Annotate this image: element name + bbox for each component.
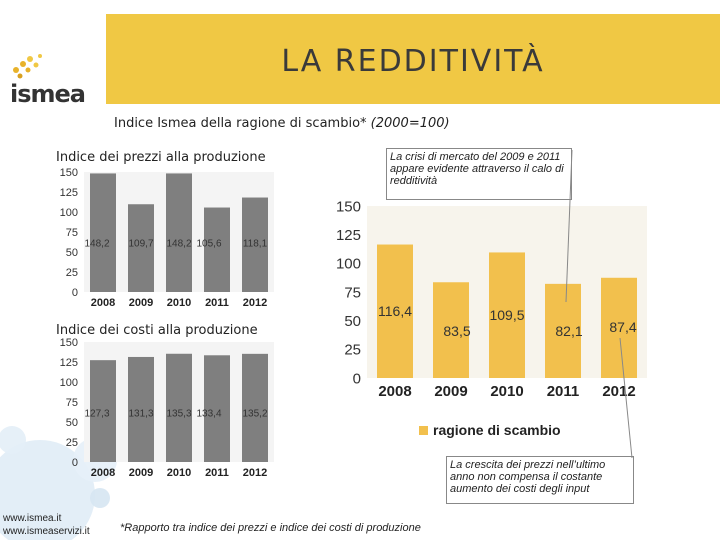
data-label: 127,3 [84, 408, 109, 419]
y-tick-label: 125 [336, 227, 361, 244]
y-tick-label: 50 [66, 247, 78, 259]
y-tick-label: 75 [66, 397, 78, 409]
chart-subtitle: Indice Ismea della ragione di scambio* (… [114, 116, 450, 131]
y-tick-label: 100 [336, 256, 361, 273]
footnote: *Rapporto tra indice dei prezzi e indice… [120, 522, 421, 534]
y-tick-label: 25 [66, 437, 78, 449]
costs-chart-title: Indice dei costi alla produzione [56, 323, 258, 338]
x-tick-label: 2008 [91, 467, 115, 479]
title-bar: LA REDDITIVITÀ [106, 14, 720, 104]
data-label: 83,5 [443, 323, 470, 339]
y-tick-label: 25 [344, 342, 361, 359]
data-label: 109,5 [489, 307, 524, 323]
y-tick-label: 100 [60, 377, 78, 389]
y-tick-label: 150 [60, 337, 78, 349]
y-tick-label: 75 [66, 227, 78, 239]
bar [242, 353, 268, 462]
x-tick-label: 2010 [167, 297, 191, 309]
y-tick-label: 0 [72, 457, 78, 469]
y-tick-label: 50 [66, 417, 78, 429]
data-label: 148,2 [84, 238, 109, 249]
bar [489, 252, 525, 378]
data-label: 109,7 [128, 238, 153, 249]
data-label: 87,4 [609, 319, 636, 335]
y-tick-label: 125 [60, 187, 78, 199]
y-tick-label: 75 [344, 284, 361, 301]
x-tick-label: 2011 [547, 383, 580, 400]
y-tick-label: 0 [72, 287, 78, 299]
ratio-chart: 0 25 50 75 100 125 150 116,4 2008 83,5 2009 109,5 20… [336, 198, 647, 438]
logo-text: ismea [10, 80, 86, 108]
x-tick-label: 2012 [602, 383, 635, 400]
x-tick-label: 2011 [205, 297, 229, 309]
bar [433, 282, 469, 378]
y-tick-label: 100 [60, 207, 78, 219]
bar [545, 283, 581, 378]
bar [166, 353, 192, 462]
data-label: 135,2 [242, 408, 267, 419]
data-label: 148,2 [166, 238, 191, 249]
y-tick-label: 150 [336, 198, 361, 215]
url-ismeaservizi[interactable]: www.ismeaservizi.it [3, 526, 90, 537]
x-tick-label: 2009 [129, 297, 153, 309]
bottom-note-text: La crescita dei prezzi nell’ultimo anno … [450, 459, 606, 495]
x-tick-label: 2008 [91, 297, 115, 309]
logo-mark-icon [13, 54, 42, 79]
x-tick-label: 2009 [129, 467, 153, 479]
bar [128, 204, 154, 292]
x-tick-label: 2008 [378, 383, 411, 400]
prices-chart: 0 25 50 75 100 125 150 148,2 2008 109,7 2009 148,2 2… [60, 167, 274, 309]
y-tick-label: 125 [60, 357, 78, 369]
x-tick-label: 2011 [205, 467, 229, 479]
bar [377, 244, 413, 378]
y-tick-label: 25 [66, 267, 78, 279]
legend-label: ragione di scambio [433, 422, 561, 438]
data-label: 116,4 [378, 303, 412, 319]
url-ismea[interactable]: www.ismea.it [3, 513, 62, 524]
subtitle-base: (2000=100) [370, 116, 450, 131]
bar [601, 277, 637, 378]
data-label: 133,4 [196, 408, 221, 419]
bar [90, 173, 116, 292]
subtitle-main: Indice Ismea della ragione di scambio* [114, 116, 367, 131]
prices-chart-title: Indice dei prezzi alla produzione [56, 150, 266, 165]
data-label: 118,1 [243, 238, 268, 249]
bar [166, 173, 192, 292]
y-tick-label: 0 [353, 370, 361, 387]
x-tick-label: 2010 [167, 467, 191, 479]
x-tick-label: 2010 [490, 383, 523, 400]
ismea-logo: ismea [4, 52, 104, 112]
bar [204, 207, 230, 292]
x-tick-label: 2012 [243, 297, 267, 309]
bar [204, 355, 230, 462]
bar [128, 356, 154, 462]
legend-swatch [419, 426, 428, 435]
top-note-text: La crisi di mercato del 2009 e 2011 appa… [390, 151, 564, 187]
data-label: 135,3 [166, 408, 191, 419]
data-label: 131,3 [128, 408, 153, 419]
top-note-box: La crisi di mercato del 2009 e 2011 appa… [386, 148, 572, 200]
y-tick-label: 150 [60, 167, 78, 179]
bar [242, 197, 268, 292]
bottom-note-box: La crescita dei prezzi nell’ultimo anno … [446, 456, 634, 504]
data-label: 105,6 [196, 238, 221, 249]
y-tick-label: 50 [344, 313, 361, 330]
costs-chart: 0 25 50 75 100 125 150 127,3 2008 131,3 2009 135,3 2… [60, 337, 274, 479]
x-tick-label: 2012 [243, 467, 267, 479]
x-tick-label: 2009 [434, 383, 467, 400]
data-label: 82,1 [555, 323, 582, 339]
page-title: LA REDDITIVITÀ [281, 44, 545, 79]
website-links: www.ismea.it www.ismeaservizi.it [3, 512, 90, 538]
bar [90, 360, 116, 462]
